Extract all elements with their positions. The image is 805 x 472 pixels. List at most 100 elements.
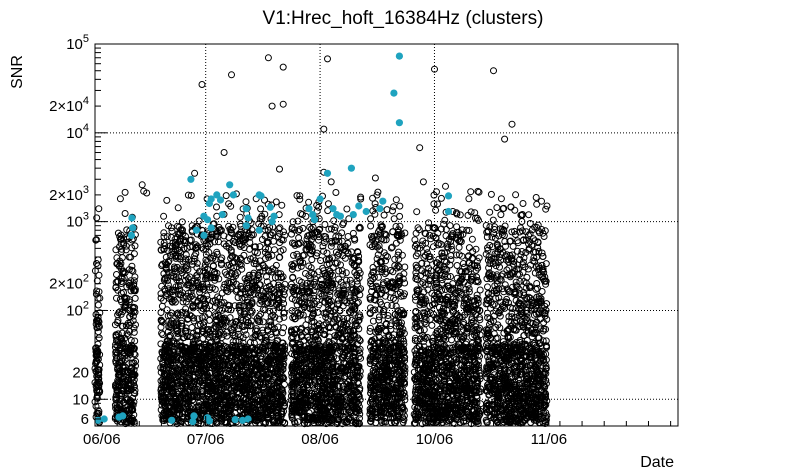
- cluster-point: [194, 315, 202, 323]
- cluster-point: [127, 406, 135, 414]
- cluster-point: [222, 192, 230, 200]
- cluster-point: [125, 298, 133, 306]
- cluster-point: [93, 394, 101, 402]
- cluster-point: [280, 228, 287, 236]
- cluster-point: [193, 264, 201, 272]
- cluster-point: [121, 210, 129, 217]
- cluster-point: [161, 242, 169, 250]
- cluster-point: [236, 213, 244, 221]
- cluster-point: [128, 401, 136, 409]
- cluster-point: [268, 268, 276, 276]
- cluster-point: [126, 343, 134, 351]
- cluster-point: [241, 326, 249, 334]
- cluster-point: [256, 215, 264, 223]
- cluster-point: [116, 261, 124, 269]
- cluster-point: [280, 324, 288, 332]
- cluster-point: [130, 350, 138, 358]
- cluster-point: [116, 243, 123, 251]
- cluster-point: [130, 307, 138, 315]
- cluster-point: [125, 306, 133, 314]
- cluster-point: [256, 300, 264, 307]
- cluster-point: [129, 312, 137, 320]
- cluster-point: [121, 349, 129, 357]
- cluster-point: [128, 341, 136, 349]
- cluster-point: [184, 266, 192, 274]
- cluster-point: [111, 321, 119, 329]
- cluster-point: [118, 322, 126, 330]
- cluster-point: [95, 205, 103, 213]
- cluster-point: [194, 242, 201, 250]
- cluster-point: [253, 314, 261, 322]
- cluster-point: [124, 375, 132, 383]
- cluster-point: [131, 382, 138, 390]
- cluster-point: [169, 243, 176, 250]
- cluster-point: [126, 409, 133, 417]
- cluster-point: [113, 337, 120, 345]
- cluster-point: [121, 188, 129, 196]
- cluster-point: [114, 319, 121, 326]
- cluster-point: [117, 235, 125, 243]
- cluster-point: [112, 396, 120, 404]
- cluster-point: [92, 236, 100, 244]
- cluster-point: [93, 214, 101, 222]
- cluster-point: [130, 250, 138, 258]
- cluster-point: [119, 405, 127, 413]
- cluster-point: [113, 271, 120, 278]
- cluster-point: [202, 256, 210, 264]
- cluster-point: [132, 357, 140, 365]
- cluster-point: [119, 268, 127, 276]
- cluster-point: [118, 298, 125, 306]
- cluster-point: [261, 388, 269, 396]
- cluster-point: [128, 262, 136, 270]
- cluster-point: [95, 288, 103, 296]
- cluster-point: [268, 252, 276, 259]
- cluster-point: [121, 352, 129, 360]
- cluster-point: [126, 319, 134, 327]
- cluster-point: [112, 391, 120, 399]
- cluster-point: [243, 298, 251, 306]
- cluster-point: [132, 362, 139, 370]
- cluster-point: [128, 244, 136, 252]
- cluster-point: [117, 274, 125, 282]
- cluster-point: [249, 231, 257, 239]
- cluster-point: [265, 322, 273, 330]
- cluster-point: [116, 195, 124, 203]
- cluster-point: [92, 360, 100, 368]
- cluster-point: [126, 396, 134, 404]
- cluster-point: [130, 328, 138, 336]
- cluster-point: [215, 238, 222, 246]
- cluster-point: [158, 282, 166, 290]
- cluster-point: [93, 317, 100, 325]
- cluster-point: [255, 312, 263, 320]
- cluster-point: [129, 304, 137, 312]
- cluster-point: [127, 337, 135, 344]
- cluster-point: [247, 255, 254, 263]
- cluster-point: [206, 316, 213, 324]
- cluster-point: [256, 268, 264, 276]
- cluster-point: [131, 390, 139, 397]
- cluster-point: [116, 382, 123, 390]
- cluster-point: [120, 235, 128, 243]
- cluster-point: [198, 244, 206, 252]
- cluster-point: [122, 298, 130, 306]
- cluster-point: [193, 271, 201, 279]
- cluster-point: [111, 401, 119, 409]
- cluster-point: [92, 236, 100, 244]
- cluster-point: [192, 250, 200, 257]
- cluster-point: [225, 306, 233, 313]
- cluster-point: [127, 382, 134, 390]
- cluster-point: [114, 366, 122, 374]
- cluster-point: [127, 277, 135, 285]
- cluster-point: [121, 363, 129, 371]
- cluster-point: [131, 386, 139, 394]
- cluster-point: [117, 289, 125, 297]
- cluster-point: [182, 309, 190, 317]
- cluster-point: [257, 205, 265, 213]
- cluster-point: [116, 339, 124, 347]
- cluster-point: [119, 387, 127, 395]
- cluster-point: [131, 308, 139, 316]
- cluster-point: [163, 196, 171, 204]
- cluster-point: [158, 329, 166, 337]
- cluster-point: [203, 265, 211, 273]
